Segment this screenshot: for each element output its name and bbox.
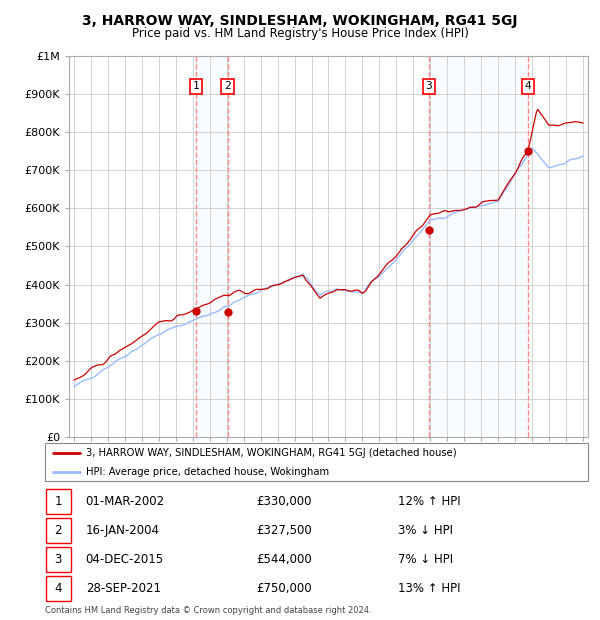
Text: 04-DEC-2015: 04-DEC-2015 <box>86 553 164 566</box>
Text: 3: 3 <box>55 553 62 566</box>
Bar <box>429 56 528 437</box>
Text: 1: 1 <box>193 81 199 91</box>
Text: 4: 4 <box>524 81 531 91</box>
Text: £544,000: £544,000 <box>256 553 312 566</box>
Text: 3, HARROW WAY, SINDLESHAM, WOKINGHAM, RG41 5GJ: 3, HARROW WAY, SINDLESHAM, WOKINGHAM, RG… <box>82 14 518 28</box>
Text: 13% ↑ HPI: 13% ↑ HPI <box>398 582 460 595</box>
Text: 3: 3 <box>425 81 432 91</box>
Text: 12% ↑ HPI: 12% ↑ HPI <box>398 495 461 508</box>
Text: 2: 2 <box>224 81 231 91</box>
FancyBboxPatch shape <box>46 547 71 572</box>
Text: 3, HARROW WAY, SINDLESHAM, WOKINGHAM, RG41 5GJ (detached house): 3, HARROW WAY, SINDLESHAM, WOKINGHAM, RG… <box>86 448 457 458</box>
Text: HPI: Average price, detached house, Wokingham: HPI: Average price, detached house, Woki… <box>86 467 329 477</box>
Text: 01-MAR-2002: 01-MAR-2002 <box>86 495 165 508</box>
Text: 1: 1 <box>55 495 62 508</box>
Text: 7% ↓ HPI: 7% ↓ HPI <box>398 553 453 566</box>
Text: Contains HM Land Registry data © Crown copyright and database right 2024.: Contains HM Land Registry data © Crown c… <box>45 606 371 616</box>
Text: £330,000: £330,000 <box>256 495 311 508</box>
Text: 2: 2 <box>55 524 62 537</box>
Text: 3% ↓ HPI: 3% ↓ HPI <box>398 524 453 537</box>
FancyBboxPatch shape <box>46 489 71 513</box>
Text: 28-SEP-2021: 28-SEP-2021 <box>86 582 161 595</box>
FancyBboxPatch shape <box>45 443 588 480</box>
FancyBboxPatch shape <box>46 518 71 542</box>
Text: £327,500: £327,500 <box>256 524 312 537</box>
Bar <box>196 56 227 437</box>
Text: Price paid vs. HM Land Registry's House Price Index (HPI): Price paid vs. HM Land Registry's House … <box>131 27 469 40</box>
FancyBboxPatch shape <box>46 577 71 601</box>
Text: £750,000: £750,000 <box>256 582 312 595</box>
Text: 16-JAN-2004: 16-JAN-2004 <box>86 524 160 537</box>
Text: 4: 4 <box>55 582 62 595</box>
